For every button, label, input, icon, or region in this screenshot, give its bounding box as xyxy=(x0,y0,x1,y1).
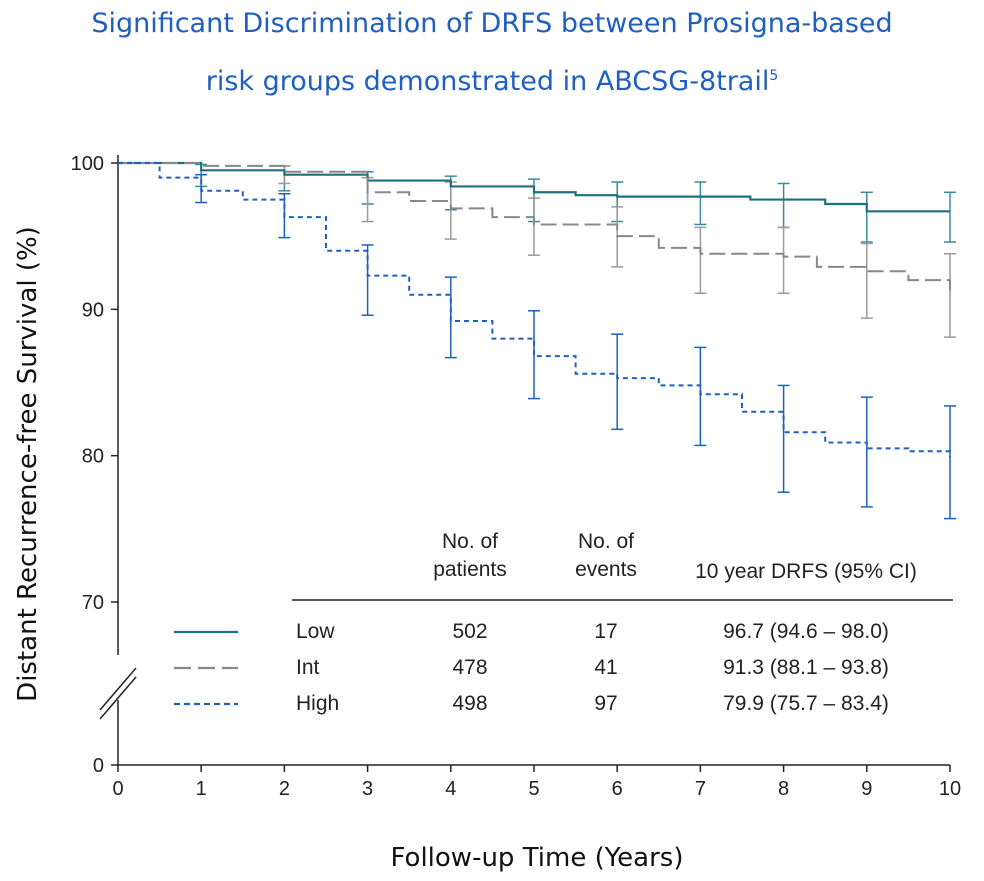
axis-break-mark xyxy=(99,676,137,720)
x-tick-label: 4 xyxy=(445,778,456,800)
y-tick-label: 100 xyxy=(71,153,104,175)
legend-label-low: Low xyxy=(296,620,335,643)
table-cell-events: 97 xyxy=(594,692,617,715)
legend-label-high: High xyxy=(296,692,339,715)
x-tick-label: 7 xyxy=(695,778,706,800)
y-axis-title: Distant Recurrence-free Survival (%) xyxy=(13,226,43,702)
error-bar-low xyxy=(694,181,707,226)
x-tick-label: 2 xyxy=(279,778,290,800)
x-tick-label: 3 xyxy=(362,778,373,800)
table-header: No. of xyxy=(578,530,634,553)
error-bar-low xyxy=(944,191,956,243)
error-bar-high xyxy=(860,396,873,508)
x-tick-label: 9 xyxy=(861,778,872,800)
table-cell-patients: 498 xyxy=(452,692,487,715)
error-bar-int xyxy=(694,226,707,294)
x-tick-label: 5 xyxy=(528,778,539,800)
table-cell-patients: 478 xyxy=(452,656,487,679)
risk-table: No. of patients No. of events 10 year DRFS (… xyxy=(174,530,953,715)
chart-title-line-2: risk groups demonstrated in ABCSG-8trail… xyxy=(205,66,779,97)
error-bar-int xyxy=(860,242,873,319)
error-bar-high xyxy=(611,333,624,431)
error-bar-int xyxy=(944,252,956,338)
error-bar-high xyxy=(694,346,707,447)
error-bar-high xyxy=(777,384,790,493)
y-tick-label: 90 xyxy=(82,299,104,321)
x-tick-label: 0 xyxy=(112,778,123,800)
error-bar-int xyxy=(528,197,540,256)
table-cell-drfs: 91.3 (88.1 – 93.8) xyxy=(723,656,889,679)
table-header: patients xyxy=(433,558,507,581)
table-cell-events: 17 xyxy=(594,620,617,643)
curve-low xyxy=(118,161,950,213)
legend-label-int: Int xyxy=(296,656,320,679)
error-bar-low xyxy=(777,182,790,229)
axis-break-mark xyxy=(99,667,137,711)
y-tick-label: 0 xyxy=(93,755,104,777)
curve-int xyxy=(118,162,951,291)
table-cell-drfs: 96.7 (94.6 – 98.0) xyxy=(723,620,889,643)
y-tick-label: 70 xyxy=(82,592,104,614)
table-header: events xyxy=(575,558,637,581)
axes: 0 1 2 3 4 5 6 7 8 9 10 100 90 80 70 0 xyxy=(71,153,962,800)
table-cell-patients: 502 xyxy=(452,620,487,643)
x-tick-label: 1 xyxy=(196,778,207,800)
title-footnote-ref: 5 xyxy=(769,68,779,84)
chart-title-line-1: Significant Discrimination of DRFS betwe… xyxy=(91,8,893,39)
x-axis-title: Follow-up Time (Years) xyxy=(391,843,684,873)
error-bar-low xyxy=(860,191,873,243)
curve-high xyxy=(118,162,951,458)
survival-curves xyxy=(118,161,951,458)
error-bar-int xyxy=(777,226,790,294)
table-cell-events: 41 xyxy=(594,656,617,679)
table-header: 10 year DRFS (95% CI) xyxy=(695,560,917,583)
table-header: No. of xyxy=(442,530,498,553)
x-tick-label: 10 xyxy=(939,778,961,800)
x-tick-label: 8 xyxy=(778,778,789,800)
y-tick-label: 80 xyxy=(82,446,104,468)
x-tick-label: 6 xyxy=(612,778,623,800)
error-bar-high xyxy=(944,405,956,520)
table-cell-drfs: 79.9 (75.7 – 83.4) xyxy=(723,692,889,715)
